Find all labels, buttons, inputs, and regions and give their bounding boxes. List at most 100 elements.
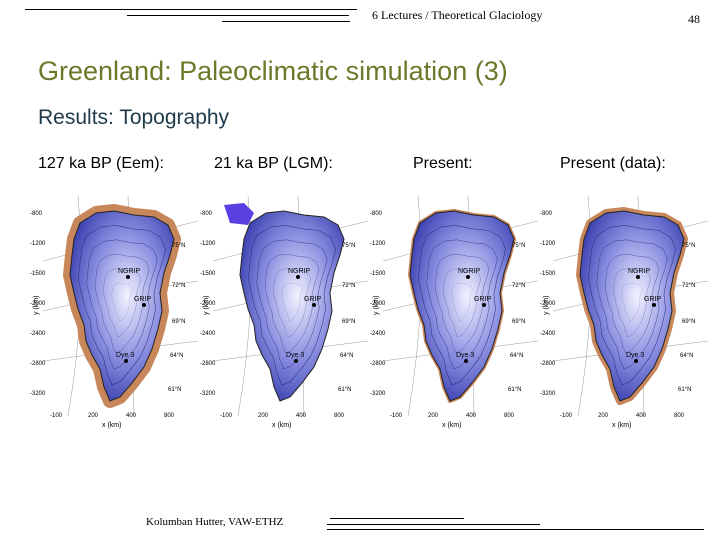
drill-site-marker [464,359,468,363]
x-axis-label: x (km) [272,422,291,429]
latitude-label: 69°N [342,319,355,325]
y-tick-label: -2000 [370,301,386,307]
latitude-label: 64°N [510,353,523,359]
y-tick-label: -800 [30,211,43,217]
x-axis-label: x (km) [102,422,121,429]
ice-sheet [239,210,345,402]
contour-line [248,225,336,386]
x-tick-label: 200 [428,413,439,419]
x-tick-label: 200 [598,413,609,419]
map-body: NGRIP GRIP Dye 3 [212,195,369,417]
slide-subtitle: Results: Topography [38,106,230,129]
map-body: NGRIP GRIP Dye 3 [42,195,199,417]
contour-line [604,254,660,354]
drill-site-label: NGRIP [118,268,141,275]
ellesmere-ice [224,203,254,225]
contour-line [418,225,506,386]
drill-site-label: NGRIP [458,268,481,275]
y-tick-label: -2800 [30,361,46,367]
drill-site-marker [482,303,486,307]
drill-site-marker [126,275,130,279]
greenland-map: NGRIP GRIP Dye 3 -800 -1200 -1500 -2000 -2400 -2… [540,195,709,429]
y-tick-label: -3200 [540,391,556,397]
panel-label: Present: [413,155,473,172]
contour-line [451,282,473,322]
drill-site-marker [294,359,298,363]
greenland-map: NGRIP GRIP Dye 3 -800 -1200 -1500 -2000 -2400 -2… [370,195,539,429]
drill-site-label: NGRIP [288,268,311,275]
contour-line [426,239,498,370]
contour-line [78,225,166,386]
map-panel-lgm: NGRIP GRIP Dye 3 -800 -1200 -1500 -2000 -2400 -2… [200,195,370,430]
drill-site-label: Dye 3 [286,352,304,359]
latitude-label: 61°N [168,387,181,393]
greenland-map: NGRIP GRIP Dye 3 -800 -1200 -1500 -2000 -2400 -2… [30,195,199,429]
x-tick-label: 800 [164,413,175,419]
y-tick-label: -2400 [200,331,216,337]
latitude-label: 64°N [680,353,693,359]
x-tick-label: -100 [50,413,63,419]
y-axis-label: y (km) [203,296,210,315]
latitude-label: 69°N [172,319,185,325]
y-tick-label: -2000 [30,301,46,307]
x-axis-label: x (km) [442,422,461,429]
ice-sheet [69,210,175,402]
latitude-label: 61°N [338,387,351,393]
footer-rule [327,524,540,525]
latitude-label: 72°N [172,283,185,289]
map-panel-present: NGRIP GRIP Dye 3 -800 -1200 -1500 -2000 -2400 -2… [370,195,540,430]
drill-site-marker [296,275,300,279]
contour-line [621,282,643,322]
latitude-label: 75°N [512,243,525,249]
contour-line [613,268,651,338]
drill-site-label: GRIP [134,296,151,303]
y-tick-label: -1200 [200,241,216,247]
contour-line [94,254,150,354]
y-tick-label: -2000 [200,301,216,307]
y-tick-label: -2800 [200,361,216,367]
y-tick-label: -800 [200,211,213,217]
latitude-label: 64°N [340,353,353,359]
latitude-label: 75°N [172,243,185,249]
y-tick-label: -1500 [200,271,216,277]
y-tick-label: -2400 [30,331,46,337]
map-panel-present-data: NGRIP GRIP Dye 3 -800 -1200 -1500 -2000 -2400 -2… [540,195,710,430]
contour-line [111,282,133,322]
y-tick-label: -3200 [200,391,216,397]
contour-line [86,239,158,370]
latitude-label: 72°N [682,283,695,289]
map-body: NGRIP GRIP Dye 3 [382,195,539,417]
y-tick-label: -1500 [30,271,46,277]
contour-line [596,239,668,370]
drill-site-label: Dye 3 [626,352,644,359]
x-tick-label: 400 [126,413,137,419]
ice-sheet [409,210,515,402]
y-tick-label: -1500 [540,271,556,277]
x-tick-label: 200 [258,413,269,419]
drill-site-marker [142,303,146,307]
contour-line [281,282,303,322]
x-tick-label: 400 [296,413,307,419]
footer-author: Kolumban Hutter, VAW-ETHZ [146,516,284,528]
x-tick-label: 800 [334,413,345,419]
y-axis-label: y (km) [543,296,550,315]
panel-label: 127 ka BP (Eem): [38,155,164,172]
header-rule [25,9,357,10]
header-rule [127,15,349,16]
y-tick-label: -2400 [370,331,386,337]
x-tick-label: 400 [466,413,477,419]
x-tick-label: -100 [390,413,403,419]
contour-line [256,239,328,370]
latitude-label: 61°N [508,387,521,393]
panel-label: Present (data): [560,155,666,172]
drill-site-label: Dye 3 [116,352,134,359]
x-tick-label: 200 [88,413,99,419]
latitude-label: 72°N [342,283,355,289]
y-axis-label: y (km) [33,296,40,315]
contour-line [273,268,311,338]
y-tick-label: -1200 [30,241,46,247]
page-number: 48 [688,12,700,26]
x-tick-label: 800 [674,413,685,419]
ice-sheet [579,210,685,402]
y-tick-label: -3200 [370,391,386,397]
